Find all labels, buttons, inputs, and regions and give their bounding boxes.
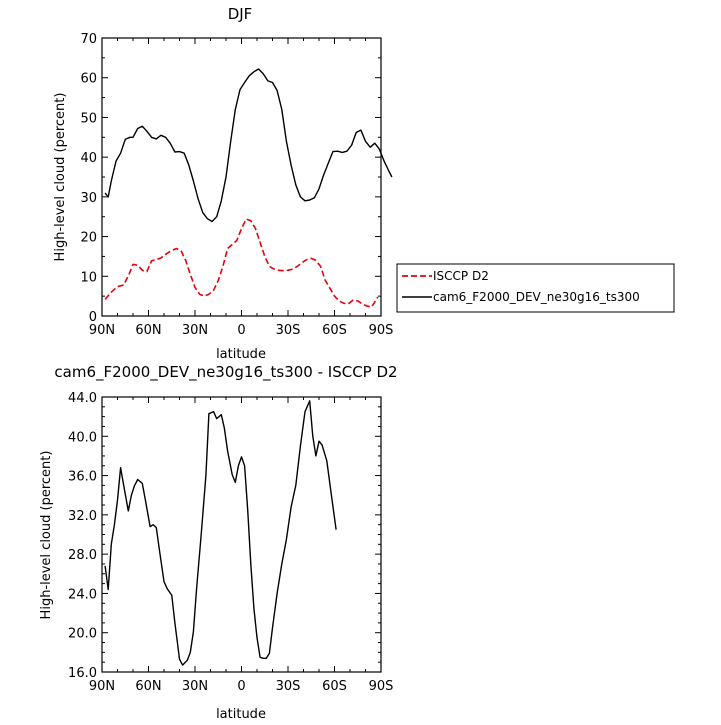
bottom-y-tick-label: 36.0 bbox=[68, 470, 97, 485]
bottom-y-tick-label: 32.0 bbox=[68, 509, 97, 524]
bottom-x-tick-label: 30N bbox=[182, 679, 208, 694]
bottom-panel-title: cam6_F2000_DEV_ne30g16_ts300 - ISCCP D2 bbox=[54, 363, 397, 382]
top-x-tick-label: 90S bbox=[369, 323, 394, 338]
bottom-y-tick-label: 16.0 bbox=[68, 666, 97, 681]
top-y-tick-label: 60 bbox=[80, 72, 97, 87]
top-panel-title: DJF bbox=[228, 5, 253, 23]
top-ticks: 90N 60N 30N 0 30S 60S 90S 0 10 20 30 40 50 60 70 bbox=[80, 32, 393, 338]
top-x-axis-title: latitude bbox=[216, 347, 266, 362]
top-cam6-f2000-dev-ne30g16-ts300-series-line bbox=[104, 68, 393, 223]
bottom-x-axis-title: latitude bbox=[216, 707, 266, 722]
legend-label-cam6: cam6_F2000_DEV_ne30g16_ts300 bbox=[433, 290, 640, 304]
top-isccp-d2-series-line bbox=[104, 218, 379, 308]
bottom-y-tick-label: 20.0 bbox=[68, 627, 97, 642]
legend: ISCCP D2 cam6_F2000_DEV_ne30g16_ts300 bbox=[396, 263, 675, 313]
bottom-x-tick-label: 0 bbox=[237, 679, 245, 694]
top-x-tick-label: 30N bbox=[182, 323, 208, 338]
top-series-group bbox=[104, 68, 393, 308]
top-panel: DJF 90N 60N 30N 0 30S 60S 90S 0 10 20 30 40 50 60 70 l… bbox=[53, 5, 393, 362]
bottom-y-tick-label: 44.0 bbox=[68, 391, 97, 406]
bottom-y-tick-label: 24.0 bbox=[68, 587, 97, 602]
top-x-tick-label: 60S bbox=[322, 323, 347, 338]
top-y-axis-title: High-level cloud (percent) bbox=[53, 93, 68, 262]
top-plot-frame bbox=[101, 37, 382, 317]
top-x-tick-label: 60N bbox=[135, 323, 161, 338]
bottom-x-tick-label: 60S bbox=[322, 679, 347, 694]
top-x-tick-label: 30S bbox=[276, 323, 301, 338]
top-y-tick-label: 0 bbox=[89, 310, 97, 325]
bottom-x-tick-label: 90S bbox=[369, 679, 394, 694]
top-y-tick-label: 10 bbox=[80, 270, 97, 285]
bottom-series-group bbox=[104, 400, 337, 666]
bottom-x-tick-label: 60N bbox=[135, 679, 161, 694]
bottom-x-tick-label: 30S bbox=[276, 679, 301, 694]
legend-label-isccp: ISCCP D2 bbox=[433, 269, 489, 283]
bottom-y-tick-label: 40.0 bbox=[68, 430, 97, 445]
top-y-tick-label: 70 bbox=[80, 32, 97, 47]
bottom-plot-frame bbox=[101, 396, 382, 673]
bottom-difference-series-line bbox=[104, 400, 337, 666]
top-y-tick-label: 30 bbox=[80, 191, 97, 206]
legend-box bbox=[396, 263, 675, 313]
bottom-y-axis-title: High-level cloud (percent) bbox=[39, 451, 54, 620]
top-y-tick-label: 20 bbox=[80, 231, 97, 246]
bottom-panel: cam6_F2000_DEV_ne30g16_ts300 - ISCCP D2 … bbox=[39, 363, 398, 722]
top-y-tick-label: 40 bbox=[80, 151, 97, 166]
top-y-tick-label: 50 bbox=[80, 111, 97, 126]
top-x-tick-label: 0 bbox=[237, 323, 245, 338]
top-x-tick-label: 90N bbox=[89, 323, 115, 338]
bottom-ticks: 90N 60N 30N 0 30S 60S 90S 16.0 20.0 24.0 28.0 32.0 3… bbox=[68, 391, 393, 694]
bottom-y-tick-label: 28.0 bbox=[68, 548, 97, 563]
bottom-x-tick-label: 90N bbox=[89, 679, 115, 694]
